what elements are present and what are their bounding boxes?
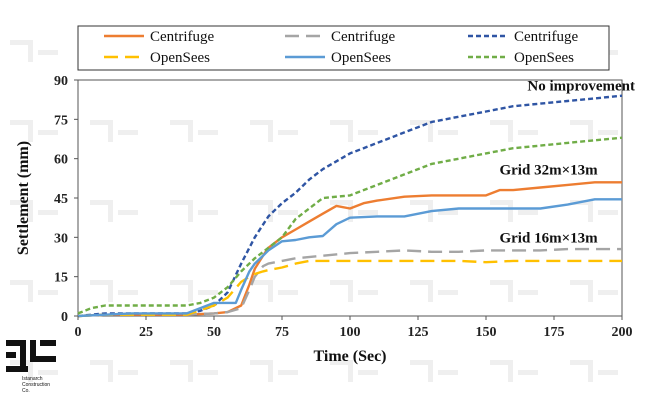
annotation-2: Grid 16m×13m xyxy=(499,231,598,247)
x-tick-label-2: 50 xyxy=(207,325,221,340)
legend-label-5: OpenSees xyxy=(514,50,574,66)
x-tick-label-0: 0 xyxy=(75,325,82,340)
company-logo: Istanarch Construction Co. xyxy=(6,340,56,394)
y-tick-label-1: 15 xyxy=(54,271,68,286)
x-tick-label-6: 150 xyxy=(476,325,497,340)
axes-layer: 0 25 50 75 100 125 150 175 200 0 15 30 45 60 75 90 xyxy=(54,74,633,340)
series-line-1 xyxy=(77,247,622,318)
y-tick-label-5: 75 xyxy=(54,113,68,128)
y-tick-label-2: 30 xyxy=(54,231,68,246)
annotation-layer: No improvement Grid 32m×13m Grid 16m×13m xyxy=(499,78,635,246)
logo-text-1: Istanarch xyxy=(22,376,43,382)
x-tick-label-3: 75 xyxy=(275,325,289,340)
annotation-1: Grid 32m×13m xyxy=(499,162,598,178)
legend-label-4: OpenSees xyxy=(331,50,391,66)
x-axis-title: Time (Sec) xyxy=(313,348,386,365)
series-layer xyxy=(77,94,623,318)
y-axis-title: Settlement (mm) xyxy=(15,141,32,255)
series-line-2 xyxy=(77,94,623,318)
y-tick-label-6: 90 xyxy=(54,74,68,89)
logo-text-3: Co. xyxy=(22,388,30,394)
y-tick-label-0: 0 xyxy=(61,310,68,325)
legend: Centrifuge Centrifuge Centrifuge OpenSees Op… xyxy=(77,25,610,71)
legend-label-1: Centrifuge xyxy=(331,29,395,45)
x-tick-label-7: 175 xyxy=(544,325,565,340)
legend-label-0: Centrifuge xyxy=(150,29,214,45)
series-line-5 xyxy=(77,136,623,315)
x-tick-label-8: 200 xyxy=(612,325,633,340)
y-tick-label-3: 45 xyxy=(54,192,68,207)
x-tick-label-5: 125 xyxy=(408,325,429,340)
series-line-3 xyxy=(77,259,622,318)
legend-frame xyxy=(77,25,610,71)
legend-label-2: Centrifuge xyxy=(514,29,578,45)
x-tick-label-1: 25 xyxy=(139,325,153,340)
logo-text-2: Construction xyxy=(22,382,50,388)
x-tick-label-4: 100 xyxy=(340,325,361,340)
annotation-0: No improvement xyxy=(527,78,635,94)
y-tick-label-4: 60 xyxy=(54,153,68,168)
legend-label-3: OpenSees xyxy=(150,50,210,66)
series-line-4 xyxy=(77,198,622,318)
